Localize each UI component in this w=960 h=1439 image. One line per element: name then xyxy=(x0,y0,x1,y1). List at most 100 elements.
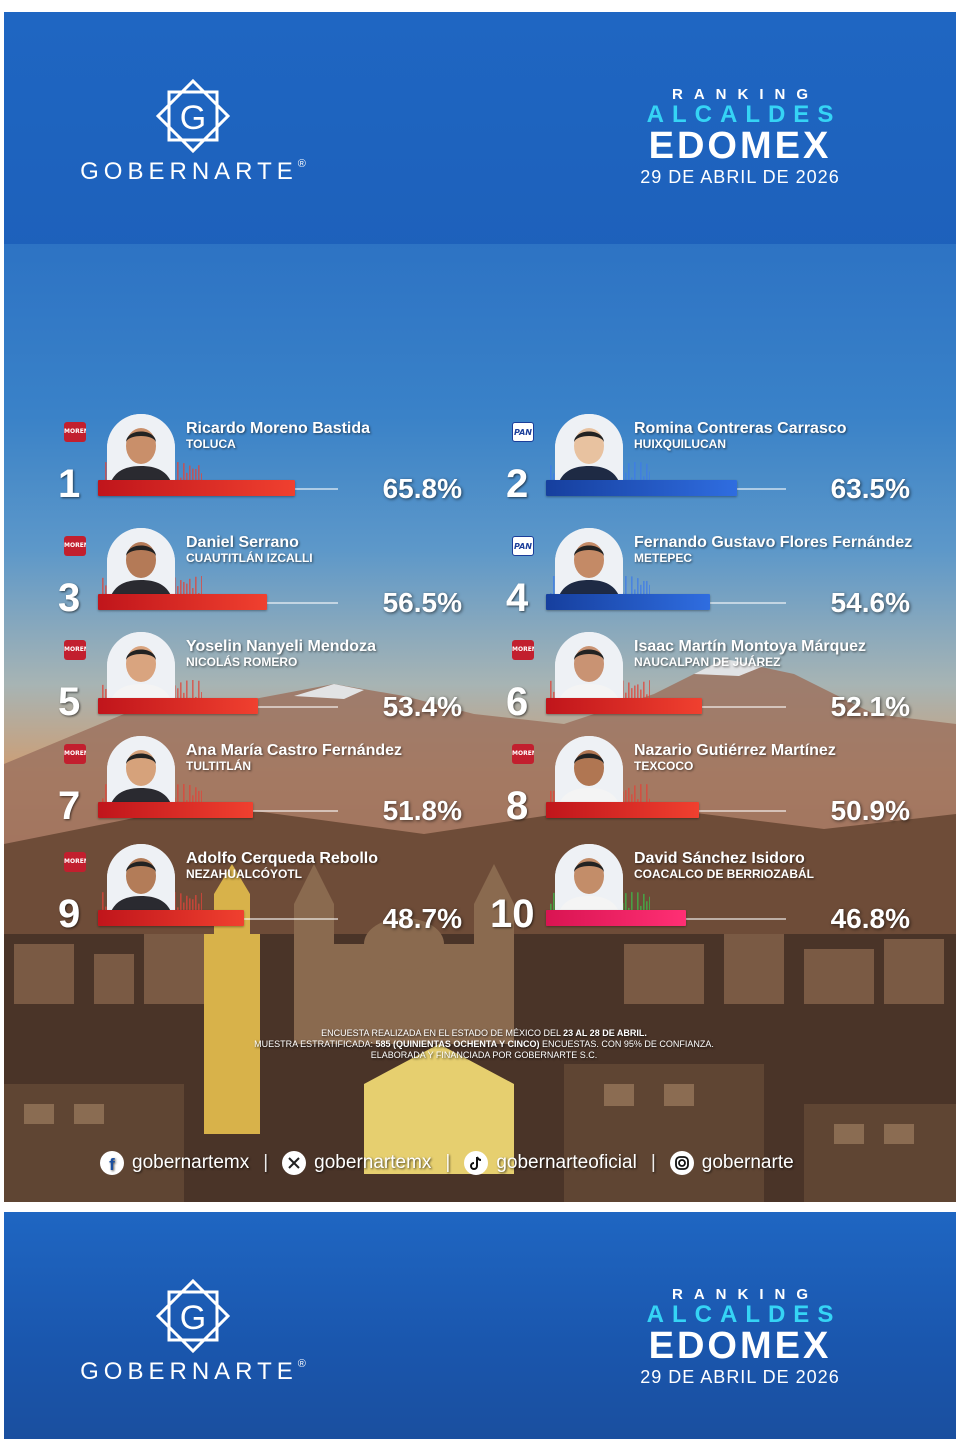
survey-footnote: ENCUESTA REALIZADA EN EL ESTADO DE MÉXIC… xyxy=(254,1028,714,1060)
x-handle: gobernartemx xyxy=(314,1152,432,1173)
candidate-name: Ricardo Moreno Bastida xyxy=(186,420,371,437)
candidate-name: Fernando Gustavo Flores Fernández xyxy=(634,534,913,551)
rank-number: 10 xyxy=(490,892,535,936)
percentage-bar xyxy=(546,802,699,818)
party-logo-icon: MORENA xyxy=(64,744,86,764)
municipality-label: METEPEC xyxy=(634,551,693,565)
party-logo-icon: MORENA xyxy=(64,640,86,660)
social-instagram[interactable]: gobernarte xyxy=(669,1151,794,1175)
candidate-photo xyxy=(555,844,623,918)
rank-number: 8 xyxy=(506,784,529,828)
tiktok-handle: gobernarteoficial xyxy=(496,1152,637,1173)
ranking-entry: MORENA 8 Nazario Gutiérrez MartínezTEXCOCO… xyxy=(506,736,910,836)
percentage-bar xyxy=(546,594,710,610)
candidate-name: Yoselin Nanyeli Mendoza xyxy=(186,638,376,655)
ranking-entry: PAN 4 Fernando Gustavo Flores Fernández MET… xyxy=(506,528,912,628)
instagram-handle: gobernarte xyxy=(701,1152,794,1173)
svg-text:f: f xyxy=(109,1155,115,1174)
percentage-label: 56.5% xyxy=(382,587,462,618)
percentage-bar xyxy=(546,910,686,926)
percentage-label: 63.5% xyxy=(830,473,910,504)
municipality-label: NAUCALPAN DE JUÁREZ xyxy=(634,655,781,669)
percentage-bar xyxy=(98,802,253,818)
candidate-photo xyxy=(107,414,175,488)
candidate-photo xyxy=(107,528,175,602)
percentage-label: 52.1% xyxy=(830,691,910,722)
municipality-label: TULTITLÁN xyxy=(186,759,252,773)
rank-number: 2 xyxy=(506,462,529,506)
percentage-bar xyxy=(98,480,295,496)
percentage-label: 53.4% xyxy=(382,691,462,722)
percentage-label: 51.8% xyxy=(382,795,462,826)
rank-number: 1 xyxy=(58,462,81,506)
percentage-label: 48.7% xyxy=(382,903,462,934)
percentage-bar xyxy=(98,910,244,926)
instagram-icon xyxy=(669,1151,694,1175)
percentage-bar xyxy=(98,698,258,714)
candidate-photo xyxy=(107,632,175,706)
social-tiktok[interactable]: gobernarteoficial xyxy=(464,1151,637,1175)
social-links: f gobernartemx | gobernartemx | gobernar… xyxy=(100,1148,880,1178)
city-background xyxy=(4,244,956,1202)
ranking-entry: MORENA 6 Isaac Martín Montoya MárquezNAUCA… xyxy=(506,632,910,732)
svg-text:G: G xyxy=(180,99,206,137)
facebook-handle: gobernartemx xyxy=(132,1152,250,1173)
municipality-label: CUAUTITLÁN IZCALLI xyxy=(186,551,313,565)
rank-number: 9 xyxy=(58,892,81,936)
ranking-infographic-repeat: G GOBERNARTE® RANKING ALCALDES EDOMEX 29… xyxy=(4,1212,956,1439)
title-alcaldes: ALCALDES xyxy=(646,1301,842,1328)
party-logo-icon: MORENA xyxy=(512,640,534,660)
ranking-entry: 10 David Sánchez Isidoro COACALCO DE BERRI… xyxy=(490,844,910,944)
percentage-bar xyxy=(546,698,702,714)
ranking-entry: MORENA 7 Ana María Castro FernándezTULTITL… xyxy=(58,736,462,836)
candidate-photo xyxy=(107,844,175,918)
candidate-name: Daniel Serrano xyxy=(186,534,299,551)
party-logo-icon: MORENA xyxy=(64,536,86,556)
separator: | xyxy=(263,1152,269,1173)
g-diamond-logo-icon: G xyxy=(155,1278,231,1354)
candidate-name: David Sánchez Isidoro xyxy=(634,850,805,867)
rank-number: 6 xyxy=(506,680,529,724)
x-icon xyxy=(282,1151,307,1175)
municipality-label: TOLUCA xyxy=(186,437,236,451)
title-edomex: EDOMEX xyxy=(648,125,832,167)
rank-number: 5 xyxy=(58,680,81,724)
candidate-photo xyxy=(555,736,623,810)
municipality-label: HUIXQUILUCAN xyxy=(634,437,726,451)
candidate-name: Nazario Gutiérrez Martínez xyxy=(634,742,836,759)
ranking-infographic: G GOBERNARTE® RANKING ALCALDES EDOMEX 29… xyxy=(4,12,956,1202)
brand-name: GOBERNARTE® xyxy=(80,158,306,185)
title-ranking: RANKING xyxy=(672,1286,819,1303)
rank-number: 4 xyxy=(506,576,529,620)
candidate-photo xyxy=(555,528,623,602)
rank-number: 7 xyxy=(58,784,81,828)
social-facebook[interactable]: f gobernartemx xyxy=(100,1151,249,1175)
ranking-entry: MORENA 9 Adolfo Cerqueda RebolloNEZAHUALCÓ… xyxy=(58,844,462,944)
ranking-title: RANKING ALCALDES EDOMEX 29 DE ABRIL DE 2… xyxy=(620,86,860,188)
party-logo-icon: MORENA xyxy=(64,422,86,442)
brand-name: GOBERNARTE® xyxy=(80,1358,306,1385)
percentage-bar xyxy=(98,594,267,610)
municipality-label: COACALCO DE BERRIOZABÁL xyxy=(634,867,814,881)
tiktok-icon xyxy=(464,1151,489,1175)
ranking-title: RANKING ALCALDES EDOMEX 29 DE ABRIL DE 2… xyxy=(620,1286,860,1388)
social-x[interactable]: gobernartemx xyxy=(282,1151,431,1175)
candidate-name: Adolfo Cerqueda Rebollo xyxy=(186,850,378,867)
title-ranking: RANKING xyxy=(672,86,819,103)
party-logo-icon: MORENA xyxy=(512,744,534,764)
percentage-label: 46.8% xyxy=(830,903,910,934)
party-logo-icon: PAN xyxy=(512,422,534,442)
separator: | xyxy=(650,1152,656,1173)
party-logo-icon: MORENA xyxy=(64,852,86,872)
party-logo-icon: PAN xyxy=(512,536,534,556)
gobernarte-logo: G GOBERNARTE® xyxy=(68,1278,318,1386)
candidate-name: Isaac Martín Montoya Márquez xyxy=(634,638,867,655)
candidate-name: Romina Contreras Carrasco xyxy=(634,420,847,437)
title-edomex: EDOMEX xyxy=(648,1325,832,1367)
percentage-label: 50.9% xyxy=(830,795,910,826)
candidate-photo xyxy=(555,414,623,488)
percentage-label: 54.6% xyxy=(830,587,910,618)
